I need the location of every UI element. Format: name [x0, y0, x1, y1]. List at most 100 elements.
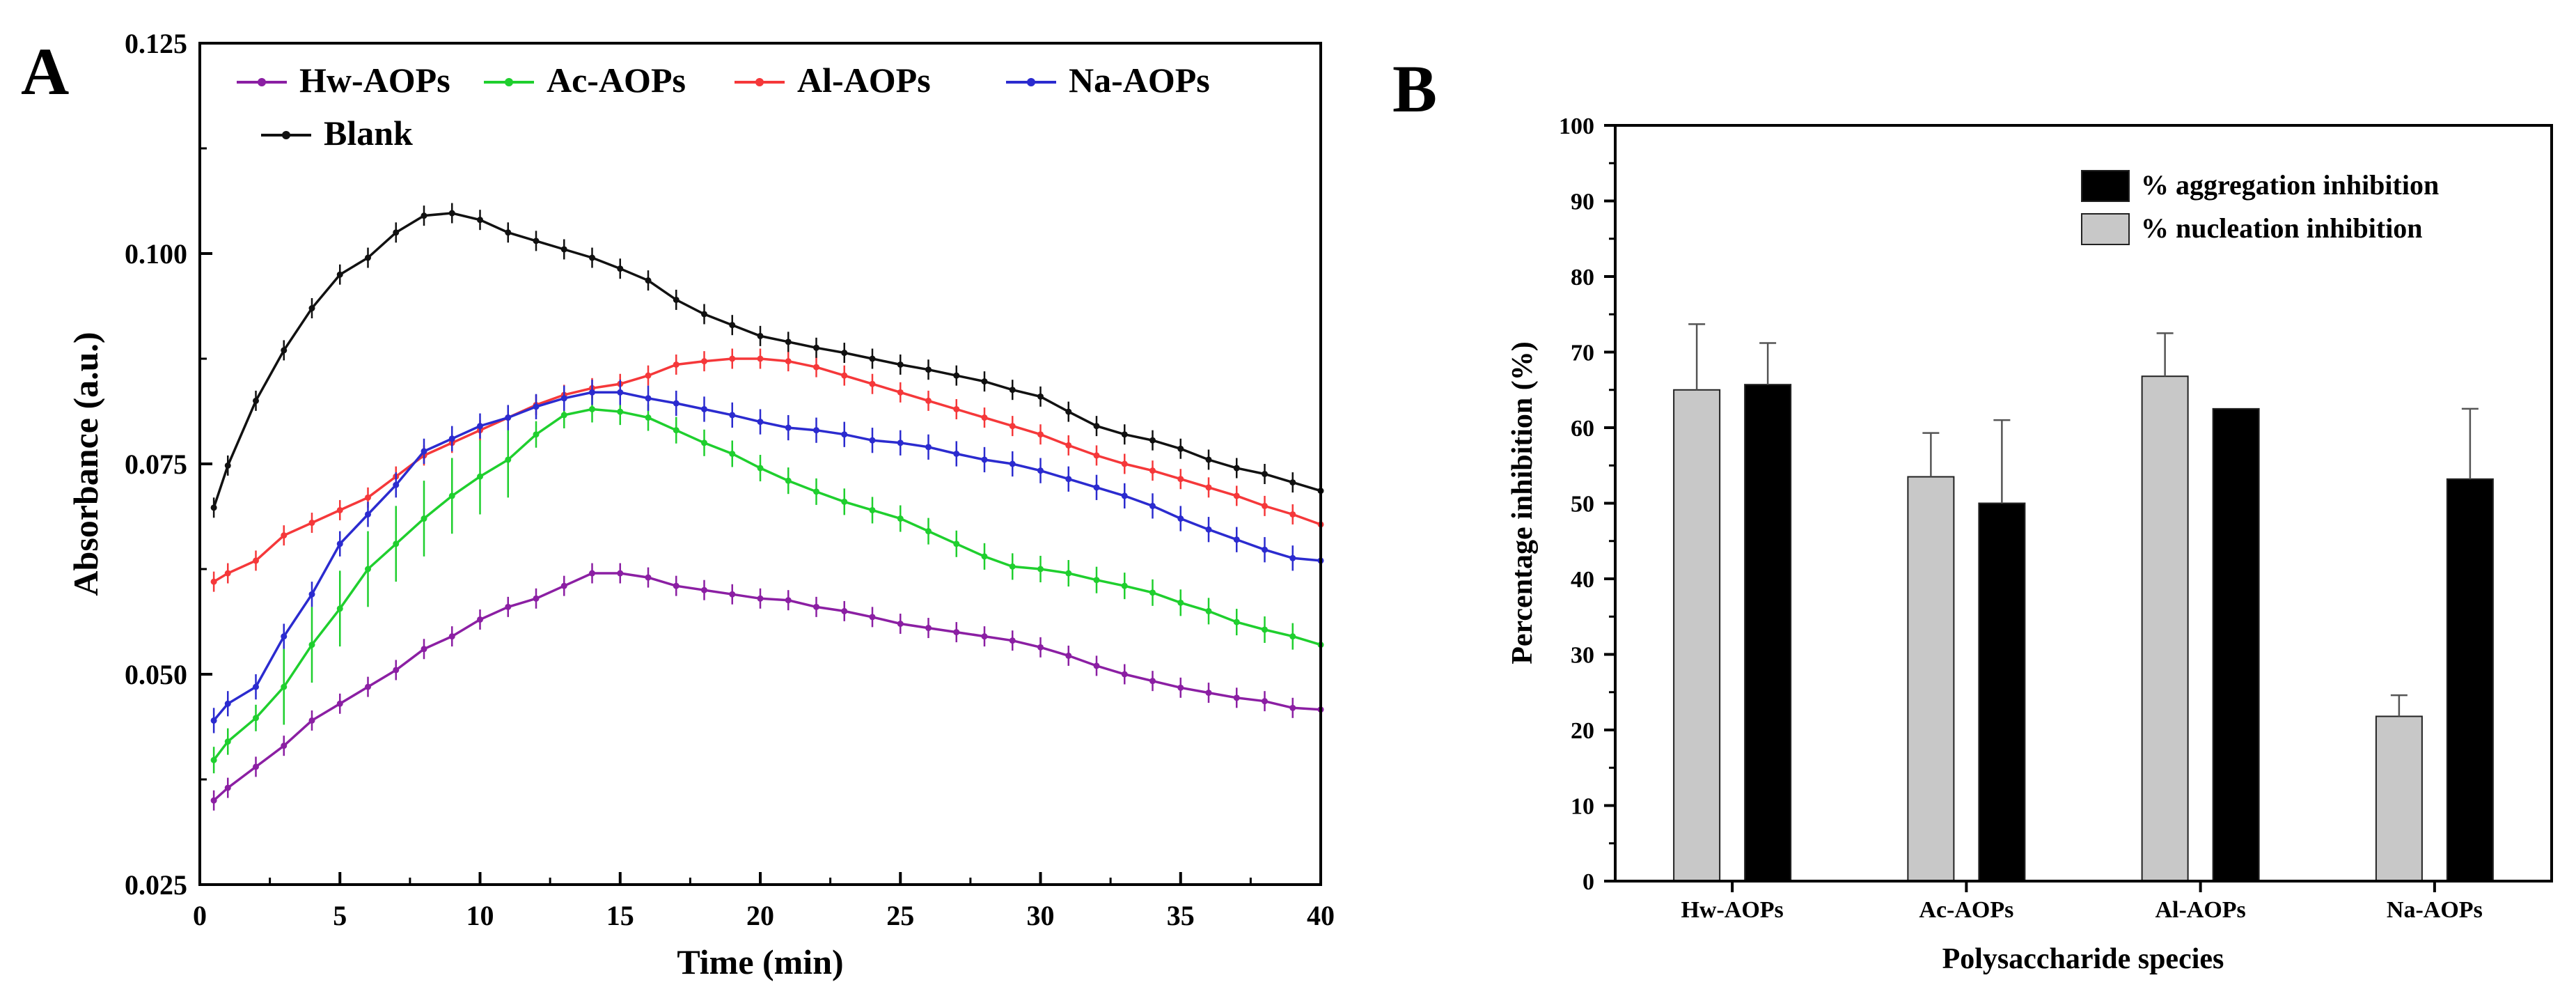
- data-point: [813, 488, 819, 495]
- data-point: [505, 229, 512, 236]
- data-point: [1093, 423, 1100, 430]
- data-point: [1065, 570, 1072, 577]
- data-point: [421, 515, 427, 522]
- data-point: [1121, 431, 1128, 438]
- data-point: [869, 380, 876, 387]
- legend-marker: [755, 78, 764, 86]
- data-point: [869, 506, 876, 513]
- data-point: [1262, 698, 1268, 705]
- data-point: [1009, 387, 1016, 394]
- data-point: [210, 756, 217, 763]
- data-point: [729, 322, 736, 329]
- bar-aggregation-ac-aops: [1978, 502, 2026, 882]
- series-line: [212, 407, 1321, 761]
- data-point: [785, 358, 792, 365]
- data-point: [365, 683, 371, 690]
- data-point: [757, 595, 764, 602]
- data-point: [673, 296, 680, 303]
- data-point: [1177, 684, 1184, 691]
- bar-aggregation-hw-aops: [1744, 384, 1792, 882]
- data-point: [448, 492, 455, 499]
- data-point: [448, 633, 455, 640]
- data-point: [1177, 515, 1184, 522]
- data-point: [1177, 445, 1184, 452]
- data-point: [645, 395, 652, 402]
- y-tick-label-b: 60: [1571, 416, 1594, 442]
- data-point: [253, 397, 259, 404]
- legend-label: % nucleation inhibition: [2141, 212, 2423, 244]
- y-axis-label-a: Absorbance (a.u.): [66, 332, 105, 596]
- data-point: [1205, 456, 1212, 463]
- data-point: [253, 683, 259, 690]
- data-point: [1233, 694, 1240, 701]
- legend-label: Ac-AOPs: [547, 61, 686, 100]
- data-point: [1149, 502, 1156, 509]
- series-hw-aops: [210, 563, 1324, 811]
- y-tick-label-b: 80: [1571, 265, 1594, 290]
- data-point: [224, 570, 231, 577]
- data-point: [1065, 476, 1072, 483]
- x-tick-label-b: Ac-AOPs: [1919, 897, 2013, 923]
- legend-item-nucleation: % nucleation inhibition: [2081, 212, 2423, 245]
- series-na-aops: [210, 380, 1324, 733]
- data-point: [589, 570, 595, 577]
- data-point: [421, 448, 427, 455]
- data-point: [336, 605, 343, 612]
- data-point: [701, 405, 707, 412]
- data-point: [1121, 671, 1128, 678]
- data-point: [785, 477, 792, 484]
- x-tick-label-b: Na-AOPs: [2387, 897, 2483, 923]
- data-point: [308, 305, 315, 312]
- data-point: [1149, 437, 1156, 444]
- data-point: [1065, 442, 1072, 449]
- data-point: [981, 553, 988, 560]
- data-point: [224, 738, 231, 745]
- bar-aggregation-al-aops: [2212, 407, 2260, 882]
- bar-nucleation-ac-aops: [1907, 476, 1955, 882]
- data-point: [560, 395, 567, 402]
- data-point: [281, 683, 288, 690]
- x-tick-label-a: 25: [886, 900, 914, 931]
- y-tick-label-b: 100: [1559, 114, 1594, 139]
- data-point: [281, 633, 288, 640]
- data-point: [210, 717, 217, 724]
- data-point: [813, 364, 819, 371]
- data-point: [617, 265, 624, 272]
- data-point: [1205, 690, 1212, 697]
- data-point: [841, 372, 848, 379]
- data-point: [673, 400, 680, 407]
- data-point: [785, 339, 792, 345]
- data-point: [421, 646, 427, 653]
- y-tick-label-b: 70: [1571, 341, 1594, 366]
- legend-a: Hw-AOPs Ac-AOPs Al-AOPs Na-AOPs Blank: [237, 61, 1210, 153]
- data-point: [253, 715, 259, 722]
- data-point: [897, 440, 904, 446]
- data-point: [1205, 484, 1212, 491]
- legend-marker: [1027, 78, 1035, 86]
- data-point: [1009, 563, 1016, 570]
- data-point: [981, 456, 988, 463]
- y-tick-label-a: 0.025: [125, 869, 187, 901]
- data-point: [589, 389, 595, 396]
- data-point: [953, 629, 960, 636]
- bar-nucleation-hw-aops: [1673, 389, 1721, 882]
- data-point: [477, 473, 483, 480]
- data-point: [224, 700, 231, 707]
- data-point: [1289, 511, 1296, 518]
- legend-swatch: [2081, 213, 2130, 245]
- data-point: [1289, 633, 1296, 640]
- x-axis-label-b: Polysaccharide species: [1942, 943, 2224, 975]
- legend-item-aggregation: % aggregation inhibition: [2081, 169, 2439, 202]
- data-point: [533, 238, 540, 244]
- data-point: [365, 511, 371, 518]
- data-point: [757, 465, 764, 472]
- data-point: [1233, 465, 1240, 472]
- data-point: [560, 412, 567, 419]
- data-point: [589, 405, 595, 412]
- data-point: [729, 591, 736, 598]
- data-point: [1009, 460, 1016, 467]
- series-line: [212, 572, 1321, 802]
- data-point: [1233, 619, 1240, 625]
- data-point: [365, 494, 371, 501]
